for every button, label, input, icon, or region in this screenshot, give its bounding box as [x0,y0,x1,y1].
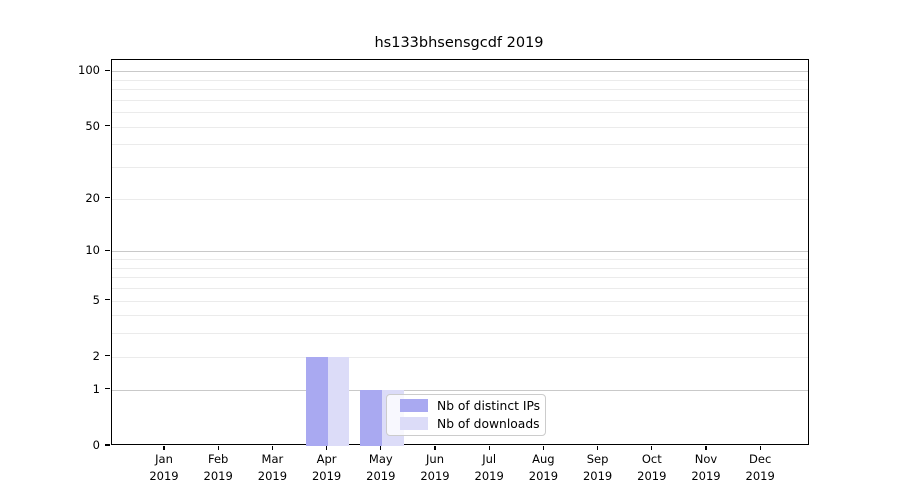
x-tick-month: Mar [261,452,284,466]
legend-swatch-distinct-ips [400,399,428,412]
minor-gridline [111,259,808,261]
y-tick-mark [104,298,110,301]
y-tick-mark [104,249,110,251]
legend: Nb of distinct IPs Nb of downloads [386,393,546,436]
x-tick-label-jan: Jan 2019 [134,451,194,484]
x-tick-label-aug: Aug 2019 [513,451,573,484]
y-tick-label: 10 [85,243,100,258]
y-tick-mark [104,355,110,357]
x-tick-mark [434,445,436,450]
major-gridline [111,71,808,73]
x-tick-month: Jul [482,452,497,466]
minor-gridline [111,99,808,101]
chart-title: hs133bhsensgcdf 2019 [374,35,544,51]
legend-swatch-downloads [400,417,428,430]
minor-gridline [111,277,808,279]
y-tick-label: 100 [78,63,100,78]
y-tick-mark [104,69,110,71]
y-tick-label: 50 [85,118,100,133]
x-tick-month: May [368,452,393,466]
x-tick-label-apr: Apr 2019 [297,451,357,484]
x-tick-label-sep: Sep 2019 [568,451,628,484]
x-tick-year: 2019 [474,468,504,483]
x-tick-label-nov: Nov 2019 [676,451,736,484]
x-tick-month: Feb [208,452,229,466]
x-tick-year: 2019 [637,468,667,483]
minor-gridline [111,300,808,302]
y-tick-mark [104,197,110,199]
x-tick-mark [271,445,273,450]
minor-gridline [111,315,808,317]
minor-gridline [111,167,808,169]
minor-gridline [111,198,808,200]
minor-gridline [111,112,808,114]
y-tick-mark [104,444,110,446]
minor-gridline [111,79,808,81]
major-gridline [111,251,808,253]
y-tick-label: 20 [85,190,100,205]
x-tick-mark [597,445,599,450]
x-tick-year: 2019 [420,468,450,483]
minor-gridline [111,267,808,269]
minor-gridline [111,287,808,289]
x-tick-year: 2019 [257,468,288,483]
major-gridline [111,389,808,391]
legend-label-downloads: Nb of downloads [437,416,540,431]
x-tick-year: 2019 [366,468,396,483]
x-tick-month: Apr [316,452,337,466]
x-tick-mark [651,445,653,450]
x-tick-label-feb: Feb 2019 [188,451,248,484]
y-tick-label: 5 [92,292,100,307]
bar-may-nb-of-distinct-ips [360,389,382,446]
y-tick-mark [104,388,110,390]
x-tick-month: Jan [155,452,173,466]
x-tick-year: 2019 [691,468,721,483]
bar-apr-nb-of-distinct-ips [305,356,328,446]
x-tick-label-mar: Mar 2019 [242,451,302,484]
x-tick-year: 2019 [745,468,775,483]
x-tick-month: Aug [532,452,555,466]
y-tick-mark [104,125,110,127]
minor-gridline [111,144,808,146]
minor-gridline [111,89,808,91]
bar-apr-nb-of-downloads [327,356,350,446]
minor-gridline [111,356,808,358]
x-tick-label-may: May 2019 [351,451,411,484]
legend-label-distinct-ips: Nb of distinct IPs [437,398,541,413]
x-tick-mark [217,445,219,450]
x-tick-year: 2019 [149,468,179,483]
y-tick-label: 1 [92,381,100,396]
minor-gridline [111,333,808,335]
y-tick-label: 0 [92,438,100,452]
x-tick-mark [326,445,328,450]
x-tick-year: 2019 [528,468,559,483]
plot-area [110,59,809,446]
x-tick-month: Sep [586,452,609,466]
x-tick-month: Oct [641,452,662,466]
x-tick-label-dec: Dec 2019 [730,451,790,484]
x-tick-month: Jun [426,452,444,466]
minor-gridline [111,126,808,128]
x-tick-mark [380,445,382,450]
x-tick-mark [163,445,165,450]
x-tick-month: Nov [694,452,718,466]
x-tick-year: 2019 [582,468,613,483]
x-tick-label-oct: Oct 2019 [622,451,682,484]
x-tick-mark [759,445,761,450]
legend-item-downloads: Nb of downloads [400,416,540,431]
x-tick-year: 2019 [311,468,342,483]
x-tick-mark [488,445,490,450]
y-tick-label: 2 [92,348,100,363]
x-tick-month: Dec [749,452,772,466]
legend-item-distinct-ips: Nb of distinct IPs [400,398,541,413]
x-tick-mark [705,445,707,450]
x-tick-mark [542,445,544,450]
x-tick-year: 2019 [203,468,233,483]
x-tick-label-jun: Jun 2019 [405,451,465,484]
x-tick-label-jul: Jul 2019 [459,451,519,484]
